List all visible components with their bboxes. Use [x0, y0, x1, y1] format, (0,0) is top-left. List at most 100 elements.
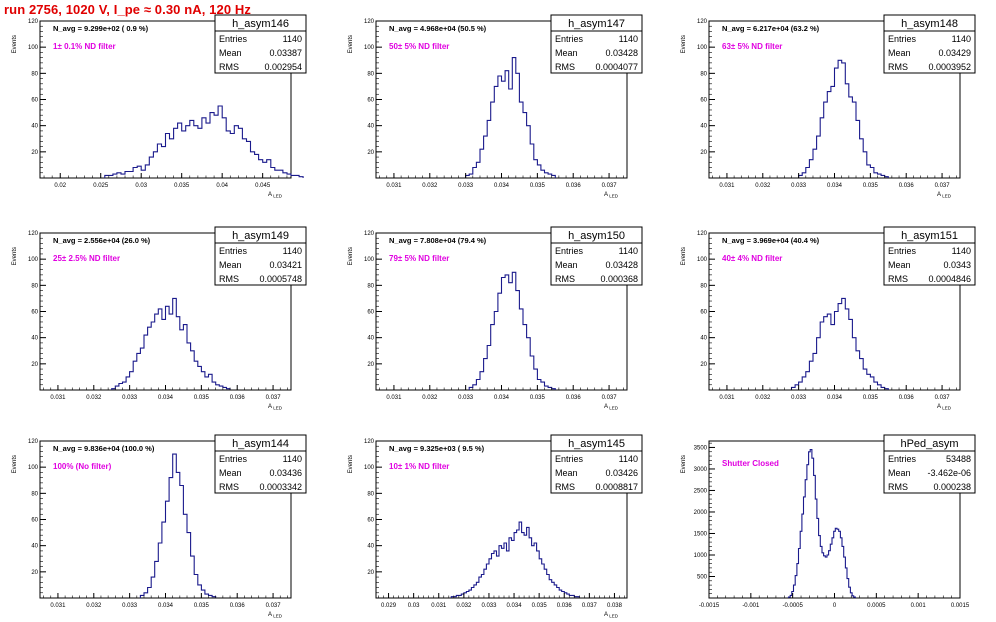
x-axis-label: A LED: [604, 404, 619, 411]
stat-value: 1140: [283, 454, 302, 464]
x-tick-label: 0.029: [381, 603, 397, 609]
x-tick-label: 0.037: [602, 183, 618, 189]
x-tick-label: 0.032: [422, 395, 438, 401]
histogram-line: [468, 271, 556, 390]
stats-box-frame: [550, 226, 643, 286]
y-tick-label: 100: [28, 465, 39, 471]
x-tick-label: 0.045: [255, 183, 271, 189]
histogram-panel-h_asym147: 0.031 0.032 0.033 0.034 0.035 0.036 0.037 20 40 6…: [348, 14, 643, 199]
x-tick-label: 0.031: [386, 183, 402, 189]
stat-value: 0.03428: [605, 260, 638, 270]
x-tick-label: 0.033: [791, 183, 807, 189]
stat-label: Mean: [888, 48, 911, 58]
stat-label: Entries: [555, 246, 584, 256]
stat-label: RMS: [555, 274, 575, 284]
stat-value: 0.03421: [269, 260, 302, 270]
stat-label: Mean: [555, 260, 578, 270]
x-axis-label: A LED: [268, 404, 283, 411]
x-tick-label: -0.0005: [782, 603, 803, 609]
stats-box: h_asym148 Entries 1140 Mean 0.03429 RMS 0.0003…: [883, 14, 976, 74]
x-tick-label: 0.037: [935, 395, 951, 401]
x-tick-label: 0.033: [122, 395, 138, 401]
x-tick-label: 0.037: [935, 183, 951, 189]
y-tick-label: 120: [697, 231, 708, 237]
x-tick-label: 0.036: [899, 395, 915, 401]
navg-label: N_avg = 4.968e+04 (50.5 %): [389, 24, 487, 33]
x-tick-label: 0.036: [557, 603, 573, 609]
stat-value: 1140: [619, 246, 638, 256]
filter-label: 50± 5% ND filter: [389, 42, 449, 51]
histogram-line: [465, 57, 556, 178]
x-axis-label: A LED: [268, 192, 283, 199]
stat-value: 0.03426: [605, 468, 638, 478]
histogram-panel-h_asym145: 0.029 0.03 0.031 0.032 0.033 0.034 0.035 0.036 0…: [348, 434, 643, 619]
y-tick-label: 120: [28, 19, 39, 25]
histogram-name: hPed_asym: [900, 438, 958, 450]
y-tick-label: 40: [367, 124, 374, 130]
x-axis-label: A LED: [937, 404, 952, 411]
x-axis-label: A LED: [937, 192, 952, 199]
stat-value: 0.0005748: [259, 274, 302, 284]
x-tick-label: 0.035: [174, 183, 190, 189]
x-tick-label: 0.001: [911, 603, 927, 609]
x-tick-label: 0.038: [607, 603, 623, 609]
stat-value: 1140: [619, 34, 638, 44]
y-tick-label: 60: [367, 310, 374, 316]
stat-value: 1140: [952, 34, 971, 44]
y-tick-label: 120: [364, 439, 375, 445]
y-tick-label: 3000: [694, 467, 708, 473]
y-axis-label: Events: [681, 35, 687, 53]
x-tick-label: 0.036: [230, 603, 246, 609]
stat-label: Entries: [219, 454, 248, 464]
histogram-name: h_asym144: [232, 438, 289, 450]
stats-box: h_asym145 Entries 1140 Mean 0.03426 RMS 0.0008…: [550, 434, 643, 494]
y-axis-label: Events: [12, 455, 18, 473]
y-tick-label: 20: [700, 150, 707, 156]
y-tick-label: 80: [31, 491, 38, 497]
histogram-panel-hPed_asym: -0.0015 -0.001 -0.0005 0 0.0005 0.001 0.0015 50…: [681, 434, 976, 609]
x-tick-label: 0.035: [532, 603, 548, 609]
y-tick-label: 60: [367, 518, 374, 524]
y-axis-label: Events: [348, 247, 354, 265]
x-tick-label: 0.032: [422, 183, 438, 189]
x-tick-label: 0.032: [86, 395, 102, 401]
x-tick-label: 0.036: [566, 395, 582, 401]
stat-label: RMS: [888, 482, 908, 492]
y-tick-label: 60: [367, 98, 374, 104]
y-tick-label: 60: [31, 98, 38, 104]
stat-label: Entries: [219, 246, 248, 256]
x-tick-label: 0.034: [158, 603, 174, 609]
x-tick-label: 0.037: [602, 395, 618, 401]
x-tick-label: 0.032: [456, 603, 472, 609]
stat-value: 0.0343: [943, 260, 971, 270]
y-tick-label: 100: [28, 257, 39, 263]
stat-label: Mean: [219, 48, 242, 58]
stats-box: h_asym144 Entries 1140 Mean 0.03436 RMS 0.0003…: [214, 434, 307, 494]
navg-label: N_avg = 2.556e+04 (26.0 %): [53, 236, 151, 245]
y-tick-label: 40: [31, 336, 38, 342]
stat-value: 1140: [952, 246, 971, 256]
histogram-panel-h_asym148: 0.031 0.032 0.033 0.034 0.035 0.036 0.037 20 40 6…: [681, 14, 976, 199]
stats-box: hPed_asym Entries 53488 Mean -3.462e-06 RMS 0.…: [883, 434, 976, 494]
filter-label: Shutter Closed: [722, 459, 779, 468]
stat-value: 0.0004846: [928, 274, 971, 284]
x-tick-label: 0.034: [494, 183, 510, 189]
x-tick-label: -0.0015: [699, 603, 720, 609]
stats-box-frame: [883, 14, 976, 74]
x-tick-label: 0.033: [122, 603, 138, 609]
stat-value: 0.03429: [938, 48, 971, 58]
navg-label: N_avg = 6.217e+04 (63.2 %): [722, 24, 820, 33]
stat-label: RMS: [219, 274, 239, 284]
x-tick-label: 0.0005: [867, 603, 886, 609]
stats-box-frame: [214, 226, 307, 286]
x-tick-label: 0.035: [194, 395, 210, 401]
y-tick-label: 80: [31, 71, 38, 77]
x-tick-label: 0.035: [863, 183, 879, 189]
y-tick-label: 120: [28, 439, 39, 445]
x-tick-label: 0.035: [194, 603, 210, 609]
y-tick-label: 100: [697, 45, 708, 51]
y-tick-label: 100: [364, 257, 375, 263]
y-tick-label: 40: [367, 544, 374, 550]
stat-value: -3.462e-06: [927, 468, 971, 478]
y-tick-label: 40: [700, 336, 707, 342]
